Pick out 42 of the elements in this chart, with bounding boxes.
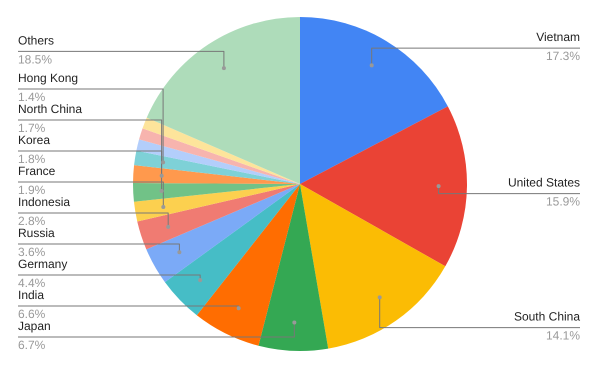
- pie-slice: [133, 182, 300, 202]
- pie-slice: [134, 184, 300, 222]
- data-label: 17.3%: [546, 49, 580, 64]
- slice-label: Indonesia: [18, 195, 70, 209]
- pie-slice: [300, 184, 446, 349]
- pie-slice: [136, 139, 300, 184]
- data-label: 1.4%: [18, 90, 46, 104]
- slice-label: France: [18, 164, 56, 178]
- pie-slice: [258, 184, 328, 351]
- pie-slice: [137, 184, 300, 250]
- pie-slice: [134, 150, 300, 184]
- slice-label: North China: [18, 102, 82, 116]
- slice-label: Russia: [18, 226, 56, 240]
- data-label: 2.8%: [18, 214, 46, 228]
- data-label: 6.6%: [18, 307, 46, 321]
- slice-label: Vietnam: [536, 30, 580, 44]
- slice-label: United States: [508, 176, 580, 190]
- slice-label: Germany: [18, 257, 68, 271]
- data-label: 18.5%: [18, 52, 52, 66]
- pie-slice: [146, 17, 300, 184]
- pie-slice: [133, 165, 300, 184]
- pie-slice: [300, 106, 467, 266]
- data-label: 15.9%: [546, 194, 580, 209]
- pie-slice: [139, 128, 300, 184]
- data-label: 14.1%: [546, 328, 580, 343]
- slice-label: Korea: [18, 133, 50, 147]
- pie-slice: [142, 118, 300, 184]
- data-label: 6.7%: [18, 338, 46, 352]
- slice-label: South China: [514, 310, 580, 324]
- data-label: 3.6%: [18, 245, 46, 259]
- data-label: 1.8%: [18, 152, 46, 166]
- slice-label: Hong Kong: [18, 71, 78, 85]
- slice-label: Japan: [18, 319, 51, 333]
- pie-slice: [196, 184, 300, 346]
- data-label: 4.4%: [18, 276, 46, 290]
- slice-label: India: [18, 288, 44, 302]
- pie-slice: [146, 184, 300, 282]
- data-label: 1.9%: [18, 183, 46, 197]
- slice-label: Others: [18, 33, 54, 48]
- pie-slice: [300, 17, 448, 184]
- data-label: 1.7%: [18, 121, 46, 135]
- pie-slice: [164, 184, 300, 316]
